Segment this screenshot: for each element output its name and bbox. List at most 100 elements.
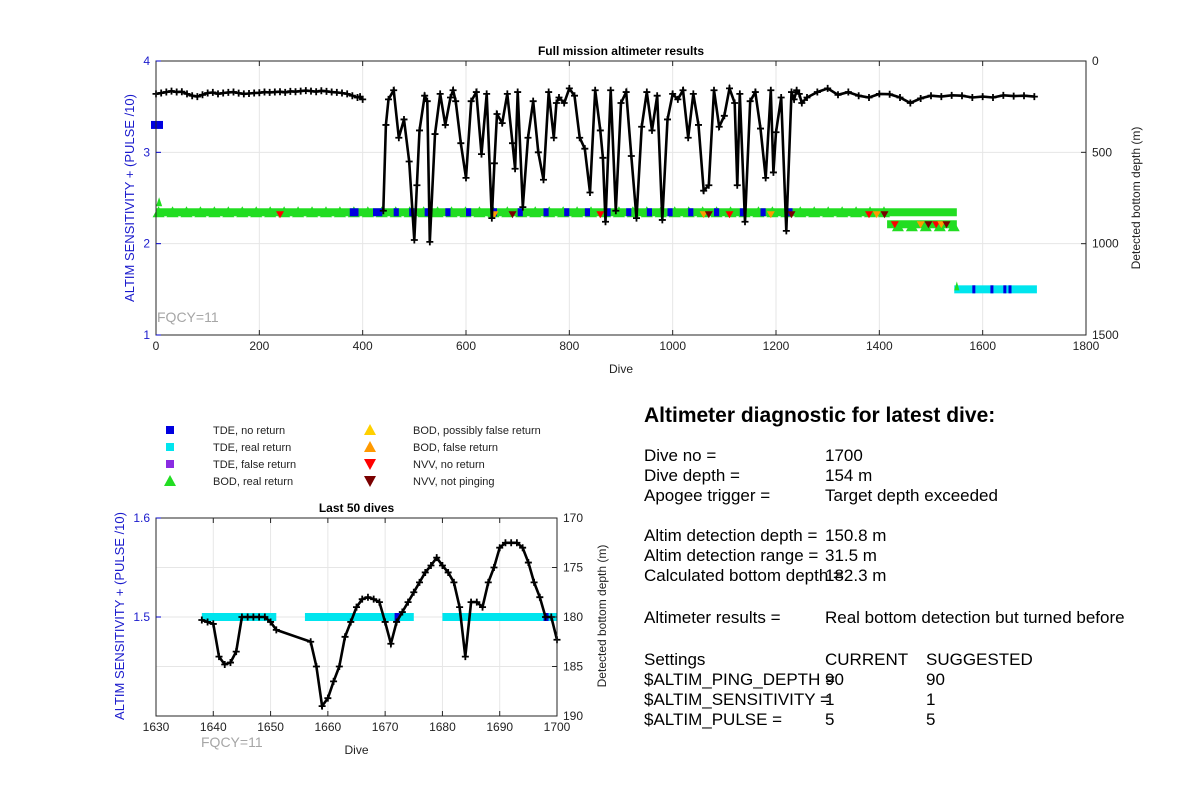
bottom-bottom-depth-point xyxy=(226,659,234,667)
bottom-bottom-depth-point xyxy=(524,559,532,567)
bottom-chart-title: Last 50 dives xyxy=(319,501,395,515)
det-range-row: Altim detection range = 31.5 m xyxy=(644,546,1184,566)
top-bod-real-marker xyxy=(264,206,277,218)
bottom-bottom-depth-point xyxy=(438,562,446,570)
top-bod-real-marker xyxy=(180,206,193,218)
dive-no-row: Dive no = 1700 xyxy=(644,446,1184,466)
top-bod-real-marker xyxy=(236,206,249,218)
top-bottom-depth-point xyxy=(312,88,320,96)
top-bottom-depth-point xyxy=(643,88,651,96)
ping-depth-current: 90 xyxy=(825,670,844,689)
top-bod-real-marker xyxy=(361,206,374,218)
top-bod-real-marker xyxy=(431,206,444,218)
top-bottom-depth-point xyxy=(710,86,718,94)
dive-depth-row: Dive depth = 154 m xyxy=(644,466,1184,486)
top-nvv-marker xyxy=(725,211,734,219)
bottom-chart-xtick-label: 1650 xyxy=(257,720,284,734)
top-tde-no-return xyxy=(1008,285,1012,294)
bottom-bottom-depth-point xyxy=(387,640,395,648)
top-nvv-marker xyxy=(704,211,713,219)
bottom-bottom-depth-point xyxy=(261,613,269,621)
top-bottom-depth-point xyxy=(467,97,475,105)
bottom-bottom-depth-point xyxy=(456,603,464,611)
bottom-chart-xtick-label: 1690 xyxy=(486,720,513,734)
top-bottom-depth-point xyxy=(540,176,547,184)
top-bottom-depth-point xyxy=(560,99,568,107)
top-bottom-depth-point xyxy=(617,99,625,107)
top-bottom-depth-point xyxy=(529,97,537,105)
legend-marker-triangle-down xyxy=(364,459,376,470)
top-bottom-depth-point xyxy=(767,86,775,94)
top-bottom-depth-point xyxy=(782,227,790,235)
legend-marker-triangle-up xyxy=(364,441,376,452)
top-bottom-depth-point xyxy=(178,88,186,96)
top-chart-yrtick-label: 1000 xyxy=(1092,237,1119,251)
top-bottom-depth-point xyxy=(555,94,563,102)
top-bottom-depth-point xyxy=(886,90,894,98)
bottom-chart-xtick-label: 1640 xyxy=(200,720,227,734)
bottom-tde-real-band xyxy=(304,613,414,621)
legend-marker-square xyxy=(166,460,174,468)
top-bottom-depth-point xyxy=(658,216,666,224)
top-tde-no-return xyxy=(349,208,359,217)
det-range-label: Altim detection range = xyxy=(644,546,819,565)
top-bottom-depth-point xyxy=(855,92,863,100)
legend-label: BOD, possibly false return xyxy=(413,425,541,437)
bottom-bottom-depth-point xyxy=(427,562,435,570)
top-bod-real-marker xyxy=(333,206,346,218)
sensitivity-row: $ALTIM_SENSITIVITY = 1 1 xyxy=(644,690,1184,710)
bottom-chart: 1630 1640 1650 1660 1670 1680 1690 1700 1.5 1.6 17… xyxy=(112,501,609,757)
bottom-chart-yltick-label: 1.5 xyxy=(133,610,150,624)
top-chart-frame xyxy=(155,60,1087,336)
bottom-bottom-depth-point xyxy=(347,618,355,626)
top-tde-no-return xyxy=(517,208,523,217)
top-bottom-depth-point xyxy=(281,88,289,96)
top-bottom-depth-point xyxy=(1010,92,1018,100)
legend-marker-triangle-down xyxy=(364,476,376,487)
top-bottom-depth-point xyxy=(762,174,770,182)
bottom-chart-yrtick-label: 170 xyxy=(563,511,583,525)
legend-label: NVV, no return xyxy=(413,459,485,471)
top-bottom-depth-point xyxy=(769,168,777,176)
top-chart-yrtick-label: 0 xyxy=(1092,54,1099,68)
legend-marker-triangle-up xyxy=(364,424,376,435)
top-bottom-depth-point xyxy=(348,92,356,100)
top-bottom-depth-point xyxy=(416,126,423,134)
top-tde-no-return xyxy=(466,208,472,217)
top-bottom-depth-point xyxy=(462,174,470,182)
bottom-bottom-depth-point xyxy=(198,616,206,624)
top-bottom-depth-point xyxy=(565,84,573,92)
top-bottom-depth-point xyxy=(449,86,457,94)
bottom-bottom-depth-point xyxy=(410,588,418,596)
top-bottom-depth-point xyxy=(488,214,496,222)
top-bottom-depth-point xyxy=(405,157,413,165)
top-nvv-marker xyxy=(276,211,284,219)
top-nvv-marker xyxy=(942,221,951,229)
top-bottom-depth-point xyxy=(359,95,367,103)
top-bottom-depth-point xyxy=(390,86,398,94)
top-chart-yrtick-label: 500 xyxy=(1092,145,1112,159)
top-bottom-depth-point xyxy=(803,94,811,102)
top-bod-real-marker xyxy=(194,206,207,218)
top-bottom-depth-point xyxy=(199,91,206,99)
top-tde-no-return xyxy=(564,208,570,217)
top-tde-no-return xyxy=(972,285,976,294)
legend-marker-square xyxy=(166,426,174,434)
top-bod-real-marker xyxy=(794,206,807,218)
top-bottom-depth-point xyxy=(511,165,519,173)
bottom-bottom-depth-point xyxy=(221,661,229,669)
top-tde-no-return xyxy=(605,208,611,217)
top-tde-no-return-start xyxy=(151,120,163,129)
det-depth-value: 150.8 m xyxy=(825,526,887,545)
top-nvv-marker xyxy=(766,211,775,219)
legend-marker-square xyxy=(166,443,174,451)
current-label: CURRENT xyxy=(825,650,909,669)
bottom-bottom-depth-point xyxy=(473,598,481,606)
bottom-bottom-depth-point xyxy=(536,593,544,601)
results-row: Altimeter results = Real bottom detection… xyxy=(644,606,1184,630)
top-bottom-depth-point xyxy=(385,95,392,103)
top-tde-no-return xyxy=(393,208,399,217)
top-tde-no-return xyxy=(760,208,766,217)
top-tde-no-return xyxy=(667,208,673,217)
bottom-bottom-depth-point xyxy=(381,618,389,626)
